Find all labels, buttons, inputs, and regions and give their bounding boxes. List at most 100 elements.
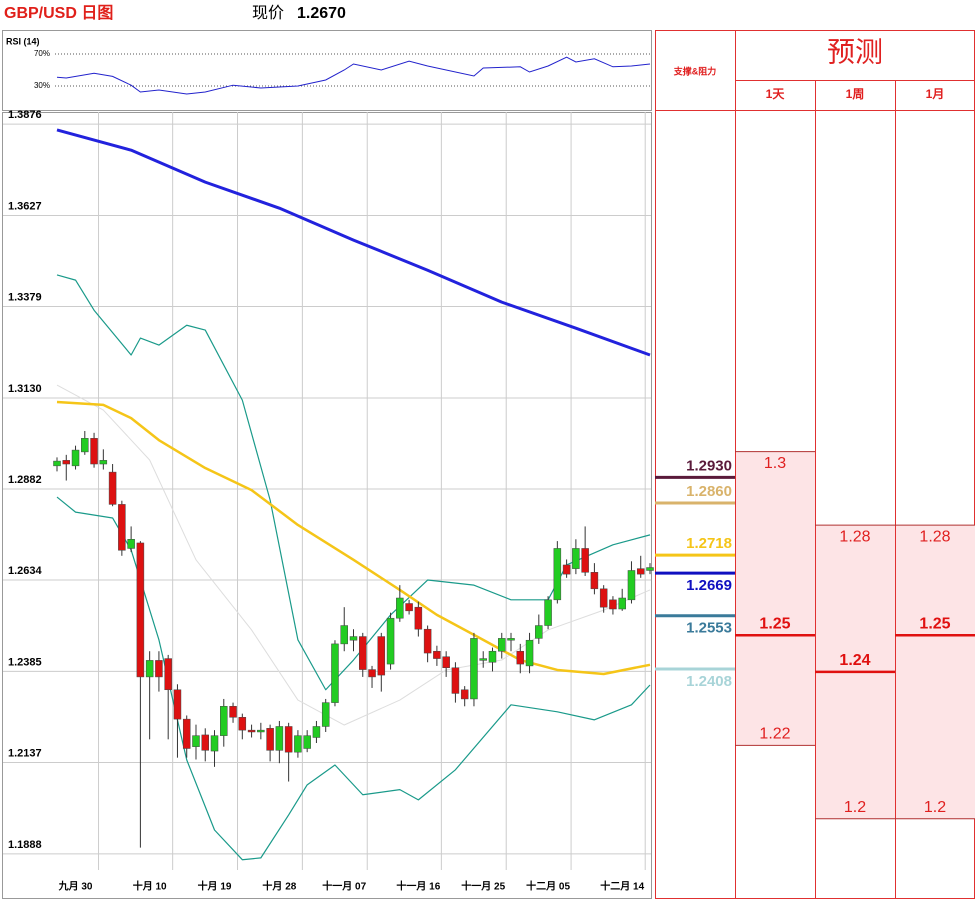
candle-body — [414, 606, 423, 630]
level-label: 1.2553 — [686, 620, 732, 637]
candle-body — [284, 726, 293, 753]
candle-body — [90, 438, 98, 465]
candle-body — [192, 735, 200, 747]
candle-body — [331, 643, 339, 703]
rsi-title: RSI (14) — [6, 36, 40, 46]
y-tick-label: 1.3876 — [8, 109, 42, 121]
x-tick-label: 十二月 14 — [600, 880, 644, 893]
forecast-range — [736, 451, 815, 746]
y-tick-label: 1.2385 — [8, 656, 42, 668]
candle-body — [442, 656, 450, 668]
candle-body — [507, 638, 515, 641]
candle-body — [470, 638, 478, 700]
candle-body — [266, 728, 274, 751]
candle-body — [136, 542, 145, 678]
x-tick-label: 十一月 25 — [461, 880, 505, 893]
candle-body — [173, 689, 182, 720]
column-header: 1天 — [766, 87, 786, 101]
rsi-tick-label: 70% — [34, 49, 50, 58]
candle-body — [599, 588, 608, 608]
candle-body — [81, 438, 89, 453]
candle-body — [99, 460, 108, 465]
candle-body — [349, 636, 358, 641]
level-label: 1.2930 — [686, 457, 732, 474]
y-tick-label: 1.2634 — [8, 565, 43, 577]
rsi-panel — [2, 30, 652, 111]
candle-body — [155, 660, 163, 678]
candle-body — [201, 734, 209, 751]
overlay-line — [56, 128, 651, 357]
candle-body — [53, 460, 61, 467]
chart-title: GBP/USD 日图 — [4, 4, 113, 22]
candle-body — [479, 658, 487, 661]
candle-body — [377, 636, 386, 676]
column-header: 1周 — [846, 87, 865, 101]
candle-body — [127, 539, 135, 549]
overlay-line — [56, 384, 651, 726]
candle-body — [581, 548, 589, 573]
price-panel — [2, 112, 652, 899]
candle-body — [572, 548, 580, 569]
candle-body — [238, 717, 247, 731]
forecast-low-label: 1.2 — [924, 799, 946, 816]
candle-body — [220, 706, 228, 736]
x-tick-label: 十一月 16 — [396, 880, 440, 893]
candle-body — [275, 726, 284, 751]
candle-body — [182, 718, 191, 749]
candle-body — [535, 625, 543, 639]
candle-body — [303, 735, 311, 749]
candle-body — [321, 702, 330, 727]
level-label: 1.2718 — [686, 535, 732, 552]
candle-body — [145, 660, 154, 678]
candle-body — [108, 471, 117, 505]
candle-body — [210, 735, 219, 752]
y-tick-label: 1.2882 — [8, 474, 42, 486]
candle-body — [247, 729, 256, 733]
row-header: 支撑&阻力 — [673, 65, 717, 76]
forecast-mid-label: 1.25 — [759, 615, 790, 632]
overlay-line — [56, 274, 651, 691]
candle-body — [386, 617, 395, 665]
candle-body — [359, 636, 367, 670]
candle-body — [423, 628, 432, 654]
candle-body — [516, 650, 525, 665]
candle-body — [562, 564, 571, 575]
candle-body — [488, 650, 497, 663]
candle-body — [498, 638, 506, 652]
forecast-title: 预测 — [827, 37, 883, 68]
candle-body — [525, 639, 534, 667]
candle-body — [164, 658, 172, 691]
candle-body — [294, 735, 302, 753]
forecast-range — [896, 525, 975, 819]
level-label: 1.2669 — [686, 577, 732, 594]
x-tick-label: 十月 10 — [133, 880, 167, 893]
x-tick-label: 十月 28 — [262, 880, 296, 893]
candle-body — [627, 570, 636, 601]
candle-body — [396, 597, 404, 619]
candle-body — [71, 449, 80, 467]
candle-body — [609, 599, 617, 610]
price: 1.2670 — [297, 5, 346, 22]
forecast-mid-label: 1.25 — [919, 615, 950, 632]
forecast-high-label: 1.3 — [764, 455, 786, 472]
level-label: 1.2408 — [686, 673, 732, 690]
candle-body — [118, 504, 126, 551]
candle-body — [312, 726, 321, 738]
level-label: 1.2860 — [686, 483, 732, 500]
forecast-mid-label: 1.24 — [839, 652, 870, 669]
y-tick-label: 1.3379 — [8, 291, 42, 303]
forecast-high-label: 1.28 — [839, 528, 870, 545]
candle-body — [460, 689, 469, 700]
column-header: 1月 — [926, 87, 945, 101]
candle-body — [433, 650, 441, 659]
candle-body — [636, 568, 645, 575]
candle-body — [62, 460, 71, 465]
rsi-line — [56, 56, 651, 95]
y-tick-label: 1.3627 — [8, 200, 42, 212]
overlay-line — [56, 400, 651, 676]
candle-body — [257, 729, 265, 733]
y-tick-label: 1.3130 — [8, 383, 42, 395]
forecast-low-label: 1.22 — [759, 726, 790, 743]
x-tick-label: 十二月 05 — [526, 880, 570, 893]
